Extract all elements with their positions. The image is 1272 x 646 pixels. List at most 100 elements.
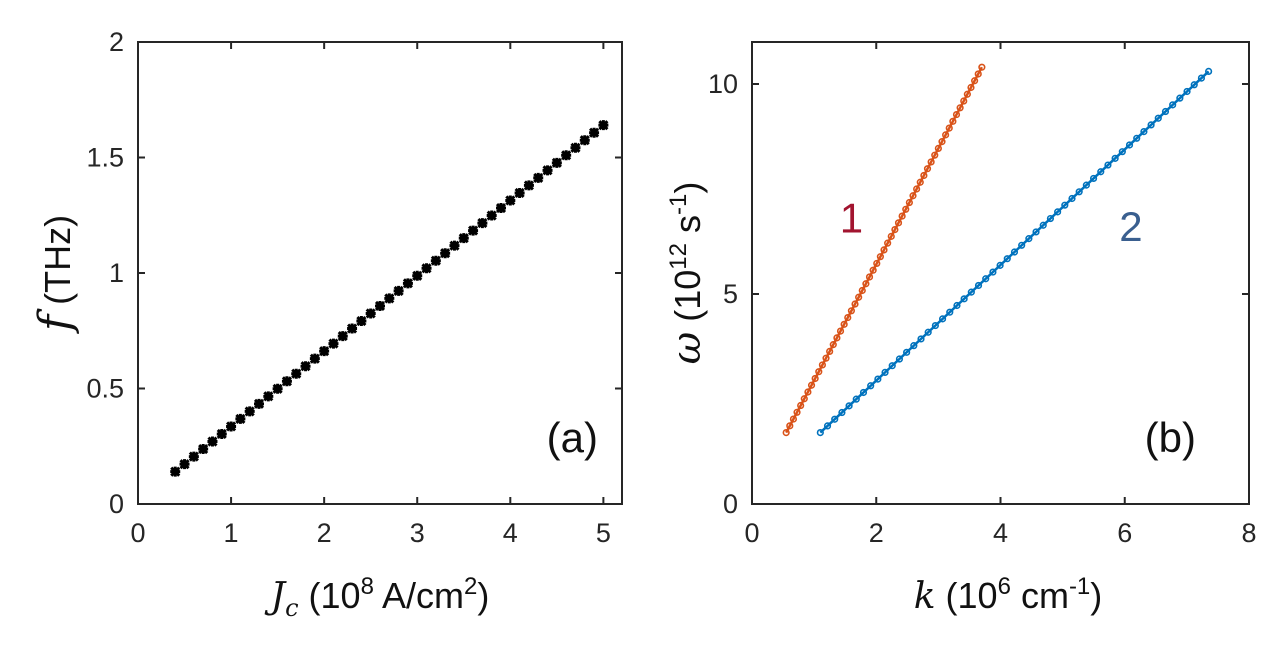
- series-1-point: [829, 341, 837, 349]
- panel-a-data-point: [244, 406, 255, 417]
- panel-a-data-point: [337, 331, 348, 342]
- panel-a-x-tick-label: 4: [503, 518, 518, 548]
- panel-b-xlabel-symbol: k: [914, 576, 936, 617]
- series-2-point: [910, 342, 918, 350]
- series-2-point: [1118, 148, 1126, 156]
- panel-a-data-point: [179, 459, 190, 470]
- panel-a-data-point: [272, 383, 283, 394]
- series-1-point: [840, 320, 848, 328]
- series-2-point: [924, 328, 932, 336]
- series-2-point: [1140, 128, 1148, 136]
- panel-a-data-point: [477, 218, 488, 229]
- panel-a-data-point: [300, 361, 311, 372]
- series-2-point: [1054, 208, 1062, 216]
- panel-a-data-point: [570, 142, 581, 153]
- series-1-point: [793, 408, 801, 416]
- series-1-point: [942, 131, 950, 139]
- panel-a-data-point: [216, 428, 227, 440]
- series-2-point: [1018, 241, 1026, 249]
- panel-a-data-point: [542, 165, 553, 176]
- series-1-point: [873, 259, 881, 268]
- series-2-point: [1169, 101, 1177, 109]
- panel-a-data-point: [347, 323, 358, 334]
- panel-a-data-point: [170, 466, 181, 477]
- panel-a-data-point: [365, 308, 376, 319]
- panel-a-data-point: [235, 413, 246, 424]
- series-1-point: [902, 205, 910, 213]
- panel-b-x-tick-label: 8: [1241, 518, 1256, 548]
- series-1-point: [818, 361, 827, 369]
- series-2-point: [967, 288, 975, 296]
- series-1-point: [920, 171, 928, 180]
- series-2-point: [1111, 154, 1119, 162]
- series-1-point: [855, 293, 863, 301]
- series-1-point: [833, 334, 841, 342]
- series-2-point: [982, 275, 990, 283]
- series-1-point: [894, 219, 903, 227]
- panel-b-xlabel-unit-exp: 6: [998, 573, 1011, 600]
- panel-a-xlabel-unit-prefix: (10: [309, 575, 361, 616]
- series-1-point: [945, 124, 953, 132]
- series-2-point: [1082, 181, 1090, 189]
- panel-a-data-point: [198, 444, 209, 455]
- series-1-point: [822, 354, 830, 362]
- panel-a-y-tick-label: 1.5: [86, 143, 124, 173]
- panel-b-y-ticks: 0 5 10: [708, 69, 1249, 519]
- panel-a-data-point: [374, 300, 386, 312]
- panel-a-data-point: [356, 315, 367, 327]
- series-1-point: [931, 151, 939, 159]
- series-2-point: [1197, 74, 1206, 82]
- panel-b-x-ticks: 0 2 4 6 8: [744, 42, 1257, 548]
- panel-a-data-point: [281, 376, 292, 387]
- series-2-point: [1046, 214, 1055, 223]
- panel-a-xlabel-unit-exp: 8: [361, 573, 374, 600]
- panel-a-ylabel-symbol: f: [30, 308, 81, 334]
- series-1-point: [836, 327, 845, 335]
- series-2-point: [917, 335, 925, 343]
- panel-a-data-point: [468, 225, 479, 236]
- series-2-line: [819, 70, 1210, 434]
- panel-b-xlabel-unit-mid: cm: [1011, 575, 1069, 616]
- panel-b-x-tick-label: 0: [744, 518, 759, 548]
- series-2-point: [1075, 188, 1083, 196]
- panel-a-xlabel-unit-suffix: ): [477, 575, 489, 616]
- series-1-point: [956, 104, 964, 112]
- series-1-point: [971, 77, 979, 85]
- panel-a-data-point: [384, 293, 395, 304]
- series-1-point: [880, 246, 888, 254]
- series-1-point: [938, 138, 946, 146]
- panel-a-data-point: [514, 187, 525, 199]
- series-2-point: [1205, 67, 1213, 75]
- panel-a-data-point: [561, 150, 572, 161]
- series-2-point: [852, 395, 860, 403]
- series-2-point: [953, 301, 961, 310]
- panel-a-data-point: [579, 135, 590, 146]
- panel-a-data-point: [402, 278, 413, 289]
- panel-b-ylabel-unit-suffix: ): [667, 182, 708, 194]
- panel-a-data-point: [589, 127, 600, 138]
- panel-a-data-point: [533, 172, 544, 183]
- series-1-point: [978, 63, 986, 71]
- series-2-point: [1010, 248, 1019, 256]
- panel-a-x-ticks: 0 1 2 3 4 5: [130, 42, 611, 548]
- series-2-point: [996, 261, 1004, 269]
- series-1-point: [887, 232, 895, 240]
- series-2-label: 2: [1119, 203, 1142, 250]
- series-2-point: [1190, 81, 1198, 89]
- series-2-point: [823, 422, 832, 430]
- series-2-point: [989, 268, 997, 276]
- series-2-point: [845, 402, 853, 410]
- panel-a-data-point: [440, 248, 451, 259]
- panel-a-xlabel-unit-mid: A/cm: [374, 575, 464, 616]
- series-2-point: [895, 355, 904, 363]
- series-2-point: [859, 388, 868, 397]
- series-2-point: [1068, 194, 1076, 203]
- panel-a-y-ticks: 0 0.5 1 1.5 2: [86, 27, 622, 519]
- panel-b-xlabel-unit-suffix: ): [1090, 575, 1102, 616]
- series-2-point: [1125, 141, 1134, 149]
- series-2-point: [974, 281, 983, 290]
- panel-a-data-point: [505, 195, 516, 206]
- panel-a-x-tick-label: 1: [224, 518, 239, 548]
- panel-a-data-point: [486, 210, 497, 221]
